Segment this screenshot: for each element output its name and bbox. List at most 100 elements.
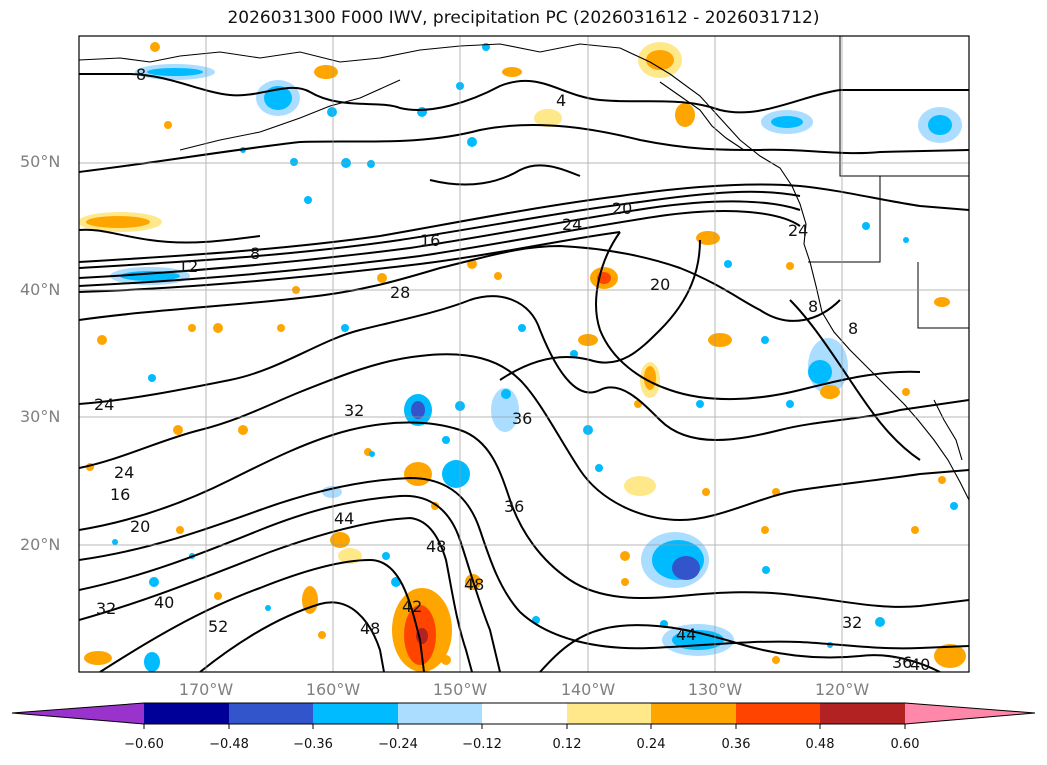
colorbar-tick: 0.60: [890, 737, 920, 752]
precip-patch: [934, 297, 950, 307]
lon-label-170w: 170°W: [178, 680, 234, 699]
precip-patch: [624, 476, 656, 496]
contour-line: [79, 494, 501, 672]
contour-line: [79, 73, 969, 114]
precip-patch: [314, 65, 338, 79]
colorbar-segment: [482, 703, 567, 724]
colorbar-tick: −0.36: [293, 737, 333, 752]
contour-label: 24: [562, 215, 582, 234]
contour-label: 20: [130, 517, 150, 536]
precip-patch: [491, 388, 519, 432]
precip-patch: [675, 103, 695, 127]
precip-patch: [144, 652, 160, 672]
colorbar-segment: [313, 703, 398, 724]
precip-patches: [79, 42, 966, 672]
lat-label-40n: 40°N: [20, 280, 61, 299]
contour-line: [429, 164, 581, 186]
precip-patch: [502, 67, 522, 77]
contour-label: 8: [808, 297, 818, 316]
colorbar-tick: 0.24: [636, 737, 666, 752]
contour-line: [789, 299, 921, 461]
colorbar-tick: −0.12: [462, 737, 502, 752]
contour-line: [79, 231, 621, 293]
contour-line: [79, 421, 969, 608]
contour-label: 40: [910, 655, 930, 674]
graticule: [79, 36, 969, 672]
precip-patch: [534, 109, 562, 127]
contour-label: 24: [94, 395, 114, 414]
contour-line: [79, 200, 801, 279]
contour-line: [79, 123, 969, 173]
precip-patch: [708, 333, 732, 347]
contour-label: 48: [360, 619, 380, 638]
contour-label: 44: [676, 625, 696, 644]
precip-patch: [696, 231, 720, 245]
contour-label: 52: [208, 617, 228, 636]
contour-line: [79, 295, 969, 441]
colorbar-extension-right: [905, 703, 1035, 724]
contour-line: [79, 353, 969, 522]
contour-line: [79, 516, 473, 672]
contour-label: 20: [612, 199, 632, 218]
precip-patch: [411, 401, 425, 419]
contour-label: 8: [136, 65, 146, 84]
contour-label: 36: [504, 497, 524, 516]
colorbar-segment: [651, 703, 736, 724]
precip-patch: [808, 360, 832, 384]
contour-label: 32: [96, 599, 116, 618]
contour-line: [79, 244, 841, 322]
colorbar-tick: 0.36: [721, 737, 751, 752]
lon-label-150w: 150°W: [432, 680, 488, 699]
map-frame: [78, 35, 970, 673]
contour-line: [79, 210, 801, 287]
contour-label: 48: [426, 537, 446, 556]
contour-line: [79, 476, 969, 650]
colorbar-tick: 0.48: [805, 737, 835, 752]
coastline: [79, 43, 969, 501]
colorbar-segment: [144, 703, 229, 724]
contour-line: [79, 183, 969, 263]
precip-patch: [928, 115, 952, 135]
colorbar: [11, 702, 1036, 729]
contour-label: 24: [114, 463, 134, 482]
colorbar-segment: [567, 703, 651, 724]
contour-label: 8: [848, 319, 858, 338]
contour-label: 16: [110, 485, 130, 504]
lon-label-140w: 140°W: [560, 680, 616, 699]
colorbar-segment: [736, 703, 820, 724]
lat-label-30n: 30°N: [20, 407, 61, 426]
contour-label: 4: [556, 91, 566, 110]
contour-label: 40: [154, 593, 174, 612]
contour-line: [539, 624, 941, 672]
contour-label: 32: [842, 613, 862, 632]
colorbar-tick: −0.24: [378, 737, 418, 752]
precip-patch: [646, 50, 674, 70]
lat-label-50n: 50°N: [20, 152, 61, 171]
precip-patch: [302, 586, 318, 614]
precip-patch: [264, 86, 292, 110]
contour-label: 28: [390, 283, 410, 302]
contour-line: [79, 228, 261, 244]
precip-patch: [442, 460, 470, 488]
contour-label: 32: [344, 401, 364, 420]
contour-label: 8: [250, 244, 260, 263]
precip-patch: [147, 68, 203, 76]
precip-patch: [404, 462, 432, 486]
precip-patch: [771, 116, 803, 128]
political-borders: [808, 36, 969, 329]
contour-label: 24: [788, 221, 808, 240]
precip-patch: [84, 651, 112, 665]
colorbar-segment: [398, 703, 482, 724]
contour-label: 20: [650, 275, 670, 294]
precip-patch: [820, 385, 840, 399]
contour-line: [499, 239, 701, 381]
lon-label-130w: 130°W: [687, 680, 743, 699]
contour-label: 36: [892, 653, 912, 672]
contour-label: 44: [334, 509, 354, 528]
contour-labels: 8 4 20 24 16 8 12 28 20 24 8 8 32 24 36 …: [94, 65, 930, 674]
contour-line: [99, 558, 425, 672]
colorbar-tick: −0.48: [209, 737, 249, 752]
precip-patch: [934, 644, 966, 668]
contour-line: [199, 601, 385, 672]
